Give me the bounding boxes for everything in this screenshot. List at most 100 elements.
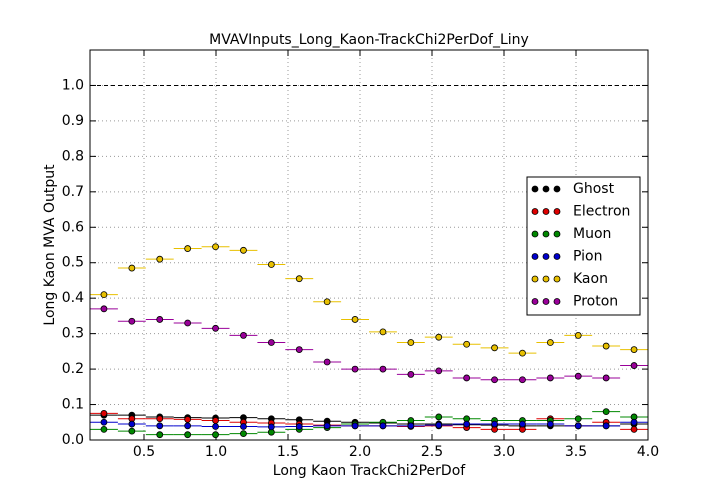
marker	[435, 333, 443, 341]
marker	[240, 423, 247, 430]
marker	[379, 328, 387, 336]
marker	[156, 431, 164, 439]
marker	[100, 305, 108, 313]
marker	[295, 423, 303, 430]
marker	[156, 415, 164, 423]
marker	[184, 431, 192, 439]
marker	[351, 316, 359, 323]
y-tick-label: 0.7	[62, 184, 84, 200]
y-tick-label: 0.0	[62, 432, 84, 448]
y-axis-label: Long Kaon MVA Output	[42, 164, 58, 326]
marker	[128, 427, 136, 435]
marker	[351, 365, 359, 373]
marker	[602, 408, 610, 416]
marker	[212, 324, 219, 332]
marker	[128, 420, 136, 428]
legend-marker	[531, 275, 539, 283]
legend-marker	[553, 275, 561, 283]
marker	[267, 339, 275, 346]
x-tick-label: 2.5	[421, 444, 443, 460]
marker	[128, 317, 136, 325]
x-tick-label: 1.0	[205, 444, 227, 460]
marker	[463, 374, 471, 382]
marker	[602, 374, 610, 382]
legend-box	[526, 176, 641, 316]
marker	[491, 376, 498, 384]
y-tick-label: 0.2	[62, 361, 84, 377]
legend-marker	[542, 275, 550, 283]
marker	[407, 339, 415, 346]
legend-marker	[553, 185, 561, 193]
plot-frame	[89, 49, 649, 441]
x-tick-label: 2.0	[349, 444, 371, 460]
legend-marker	[542, 230, 550, 238]
marker	[407, 371, 415, 378]
marker	[630, 346, 638, 353]
marker	[546, 374, 554, 382]
y-tick-label: 1.0	[62, 77, 84, 93]
y-tick-label: 0.8	[62, 148, 84, 164]
marker	[240, 332, 247, 339]
y-tick-label: 0.6	[62, 219, 84, 235]
marker	[128, 264, 136, 272]
marker	[574, 332, 582, 339]
legend-marker	[542, 208, 550, 215]
marker	[212, 431, 219, 439]
legend-marker	[531, 185, 539, 193]
marker	[323, 422, 331, 430]
legend-marker	[531, 230, 539, 238]
marker	[435, 413, 443, 421]
marker	[184, 245, 192, 252]
marker	[323, 358, 331, 366]
marker	[184, 319, 192, 327]
legend-marker	[553, 253, 561, 260]
marker	[379, 422, 387, 430]
marker	[574, 372, 582, 380]
marker	[240, 246, 247, 254]
marker	[240, 430, 247, 438]
marker	[491, 420, 498, 428]
legend-marker	[553, 298, 561, 305]
marker	[602, 422, 610, 430]
legend-label: Electron	[573, 204, 630, 220]
marker	[574, 415, 582, 423]
marker	[546, 420, 554, 428]
marker	[379, 365, 387, 373]
marker	[630, 418, 638, 426]
marker	[574, 422, 582, 430]
marker	[630, 362, 638, 369]
marker	[602, 342, 610, 350]
x-tick-label: 1.5	[277, 444, 299, 460]
legend-marker	[542, 253, 550, 260]
x-tick-label: 4.0	[637, 444, 659, 460]
marker	[100, 425, 108, 433]
legend-marker	[531, 253, 539, 260]
marker	[519, 420, 526, 428]
marker	[351, 422, 359, 430]
y-tick-label: 0.5	[62, 255, 84, 271]
marker	[267, 423, 275, 431]
legend-marker	[531, 298, 539, 305]
marker	[212, 417, 219, 424]
marker	[323, 298, 331, 306]
marker	[519, 349, 526, 357]
marker	[184, 422, 192, 430]
marker	[156, 255, 164, 263]
marker	[407, 422, 415, 430]
marker	[463, 340, 471, 348]
y-tick-label: 0.4	[62, 290, 84, 306]
x-axis-label: Long Kaon TrackChi2PerDof	[273, 463, 466, 479]
chart-title: MVAVInputs_Long_Kaon-TrackChi2PerDof_Lin…	[209, 32, 529, 48]
marker	[100, 418, 108, 426]
marker	[212, 243, 219, 251]
marker	[519, 376, 526, 384]
legend-marker	[542, 298, 550, 305]
legend-label: Pion	[573, 249, 602, 265]
marker	[184, 416, 192, 423]
y-tick-label: 0.9	[62, 113, 84, 129]
marker	[156, 422, 164, 430]
marker	[435, 421, 443, 429]
marker	[100, 410, 108, 417]
marker	[267, 261, 275, 268]
